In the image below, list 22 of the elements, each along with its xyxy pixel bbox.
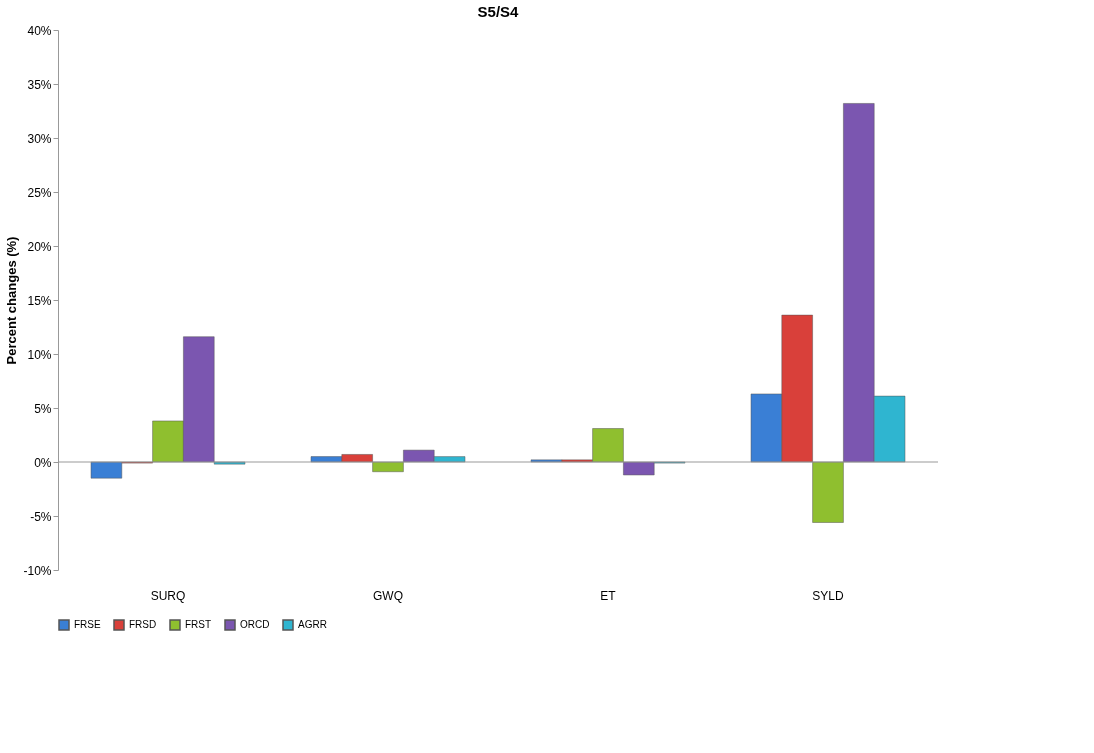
legend-label: FRST xyxy=(185,619,212,630)
y-tick-label: 5% xyxy=(34,401,52,416)
y-tick-label: 30% xyxy=(27,131,52,146)
y-tick-label: 15% xyxy=(27,293,52,308)
y-tick-label: -5% xyxy=(30,509,52,524)
y-tick-label: 10% xyxy=(27,347,52,362)
y-tick-label: 35% xyxy=(27,77,52,92)
legend-label: AGRR xyxy=(298,619,327,630)
y-tick-label: 40% xyxy=(27,23,52,38)
x-tick-label: ET xyxy=(600,588,617,603)
y-axis-title: Percent changes (%) xyxy=(4,236,20,365)
y-tick-label: 20% xyxy=(27,239,52,254)
y-tick-label: 0% xyxy=(34,455,52,470)
legend-label: FRSD xyxy=(129,619,157,630)
chart-title: S5/S4 xyxy=(477,3,520,20)
legend-label: ORCD xyxy=(240,619,270,630)
legend-label: FRSE xyxy=(74,619,101,630)
x-tick-label: GWQ xyxy=(373,588,403,603)
x-tick-label: SURQ xyxy=(150,588,186,603)
x-tick-label: SYLD xyxy=(812,588,844,603)
y-tick-label: -10% xyxy=(23,563,52,578)
y-tick-label: 25% xyxy=(27,185,52,200)
